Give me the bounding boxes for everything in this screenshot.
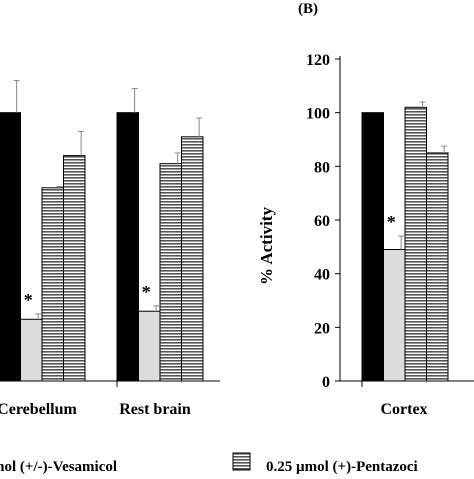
x-tick-label: Cortex	[380, 401, 427, 418]
legend-item-vesamicol-label: mol (+/-)-Vesamicol	[0, 459, 117, 474]
significance-marker: *	[142, 282, 151, 302]
bar	[63, 155, 86, 382]
significance-marker: *	[24, 290, 33, 310]
bar	[116, 112, 139, 382]
x-tick-label: Rest brain	[119, 401, 191, 418]
x-tick-label: Cerebellum	[0, 401, 78, 418]
significance-marker: *	[387, 212, 396, 232]
bar	[426, 152, 449, 382]
y-tick-label: 60	[314, 213, 330, 230]
legend: mol (+/-)-Vesamicol 0.25 µmol (+)-Pentaz…	[0, 452, 418, 475]
bar	[20, 318, 43, 382]
panel-a: Cerebellum Rest brain * *	[0, 79, 220, 418]
bar	[404, 106, 427, 382]
y-axis-label: % Activity	[257, 207, 276, 285]
bar	[181, 136, 204, 382]
y-tick-label: 100	[306, 106, 330, 123]
panel-b-label: (B)	[298, 1, 318, 17]
legend-swatch-pentazocine	[232, 452, 251, 471]
bar	[383, 249, 406, 382]
bar	[0, 112, 21, 382]
bar	[159, 163, 182, 382]
y-tick-label: 20	[314, 320, 330, 337]
panel-b: (B) % Activity 0 20 40 60 80 100 120 Cortex *	[257, 1, 474, 418]
y-tick-label: 0	[322, 374, 330, 391]
bar	[138, 310, 161, 382]
y-tick-label: 80	[314, 159, 330, 176]
legend-item-pentazocine-label: 0.25 µmol (+)-Pentazoci	[266, 459, 418, 474]
y-tick-label: 120	[306, 52, 330, 69]
bar	[361, 112, 384, 382]
y-tick-label: 40	[314, 267, 330, 284]
bar	[41, 187, 64, 382]
